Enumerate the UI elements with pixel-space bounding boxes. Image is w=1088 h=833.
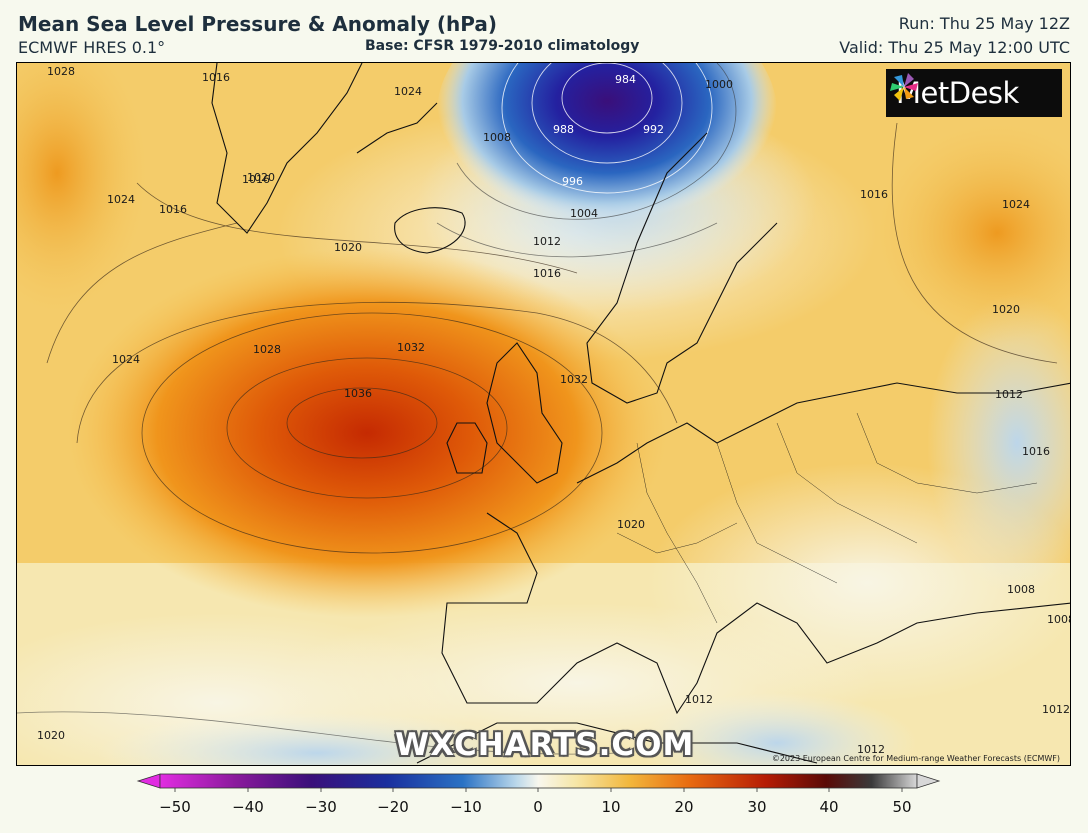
isobar-label: 1012: [533, 235, 561, 248]
colorbar-tick: −30: [305, 798, 337, 816]
isobar-label: 1028: [47, 65, 75, 78]
isobar-label: 1008: [483, 131, 511, 144]
isobar-label: 992: [643, 123, 664, 136]
isobar-label: 1012: [995, 388, 1023, 401]
isobar-label: 1024: [107, 193, 135, 206]
isobar-label: 1032: [397, 341, 425, 354]
colorbar-tick: 0: [533, 798, 543, 816]
isobar-label: 1028: [253, 343, 281, 356]
isobar-label: 1024: [1002, 198, 1030, 211]
isobar-label: 1008: [1007, 583, 1035, 596]
isobar-label: 996: [562, 175, 583, 188]
isobar-label: 984: [615, 73, 636, 86]
climatology-base-label: Base: CFSR 1979-2010 climatology: [365, 38, 640, 54]
pressure-anomaly-map: 1028 1016 1024 1020 1016 1024 1016 1008 …: [16, 62, 1071, 766]
colorbar-tick: 10: [601, 798, 621, 816]
isobar-label: 1024: [112, 353, 140, 366]
colorbar-tick: 50: [892, 798, 912, 816]
isobar-label: 1020: [247, 171, 275, 184]
isobar-label: 1020: [992, 303, 1020, 316]
metdesk-logo: MetDesk: [886, 69, 1062, 117]
valid-time-label: Valid: Thu 25 May 12:00 UTC: [839, 38, 1070, 57]
isobar-label: 1016: [202, 71, 230, 84]
isobar-label: 1000: [705, 78, 733, 91]
isobar-label: 1020: [37, 729, 65, 742]
isobar-label: 1032: [560, 373, 588, 386]
pinwheel-icon: [890, 73, 918, 101]
anomaly-colorbar: [136, 773, 941, 792]
copyright-note: ©2023 European Centre for Medium-range W…: [771, 754, 1060, 763]
colorbar-tick: −10: [450, 798, 482, 816]
model-label: ECMWF HRES 0.1°: [18, 38, 166, 57]
isobar-label: 1016: [533, 267, 561, 280]
isobar-label: 1012: [857, 743, 885, 756]
isobar-label: 1008: [1047, 613, 1071, 626]
isobar-label: 1020: [617, 518, 645, 531]
isobar-label: 1016: [159, 203, 187, 216]
isobar-label: 1036: [344, 387, 372, 400]
isobar-label: 1016: [1022, 445, 1050, 458]
colorbar-tick: 20: [674, 798, 694, 816]
wxcharts-watermark: WXCHARTS.COM: [395, 727, 695, 763]
logo-text: MetDesk: [896, 76, 1019, 110]
colorbar-tick: 40: [819, 798, 839, 816]
isobar-label: 1024: [394, 85, 422, 98]
map-canvas: 1028 1016 1024 1020 1016 1024 1016 1008 …: [17, 63, 1071, 765]
isobar-label: 1016: [242, 173, 270, 186]
colorbar-tick: 30: [747, 798, 767, 816]
colorbar-tick: −20: [377, 798, 409, 816]
colorbar-tick: −50: [159, 798, 191, 816]
isobar-label: 988: [553, 123, 574, 136]
chart-title: Mean Sea Level Pressure & Anomaly (hPa): [18, 12, 498, 36]
isobar-label: 1016: [860, 188, 888, 201]
run-time-label: Run: Thu 25 May 12Z: [898, 14, 1070, 33]
isobar-label: 1020: [334, 241, 362, 254]
isobar-label: 1012: [1042, 703, 1070, 716]
isobar-label: 1004: [570, 207, 598, 220]
isobar-label: 1012: [685, 693, 713, 706]
colorbar-tick: −40: [232, 798, 264, 816]
